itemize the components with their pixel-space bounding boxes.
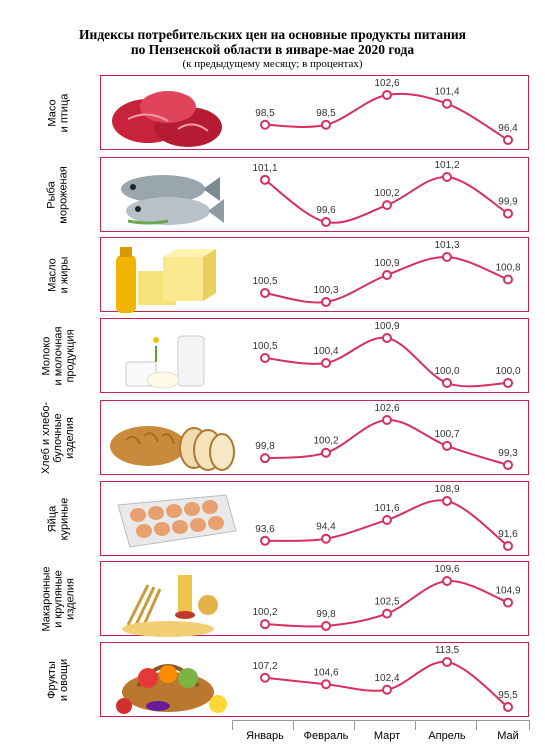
chart-title: Индексы потребительских цен на основные …: [0, 27, 545, 57]
category-panel: [100, 561, 529, 636]
category-label-text: Молоко и молочная продукция: [40, 326, 76, 385]
category-label: Молоко и молочная продукция: [16, 318, 100, 393]
chart-subtitle: (к предыдущему месяцу; в процентах): [182, 58, 363, 70]
category-label-text: Хлеб и хлебо- булочные изделия: [40, 401, 76, 474]
category-panel: [100, 237, 529, 312]
x-axis-tick: [354, 720, 355, 730]
x-tick-label: Март: [373, 730, 401, 742]
category-label: Макаронные и крупяные изделия: [16, 561, 100, 636]
category-panel: [100, 75, 529, 150]
x-axis-tick: [476, 720, 477, 730]
category-label: Хлеб и хлебо- булочные изделия: [16, 400, 100, 475]
category-panel: [100, 481, 529, 556]
title-line-1: Индексы потребительских цен на основные …: [79, 27, 466, 42]
category-label-text: Масло и жиры: [45, 256, 70, 293]
category-label: Масло и жиры: [16, 237, 100, 312]
category-label-text: Яйца куриные: [46, 497, 70, 540]
x-tick-label: Февраль: [303, 730, 349, 742]
category-label: Яйца куриные: [16, 481, 100, 556]
x-tick-label: Апрель: [428, 730, 466, 742]
x-axis-tick: [232, 720, 233, 730]
category-label-text: Масо и птица: [45, 93, 70, 132]
x-axis-tick: [529, 720, 530, 730]
title-line-2: по Пензенской области в январе-мае 2020 …: [130, 42, 415, 57]
x-axis-tick: [415, 720, 416, 730]
x-tick-label: Май: [497, 730, 519, 742]
category-label-text: Рыба мороженая: [45, 165, 70, 224]
category-label: Рыба мороженая: [16, 157, 100, 232]
category-panel: [100, 157, 529, 232]
x-axis-line: [232, 720, 530, 721]
x-axis-tick: [293, 720, 294, 730]
category-panel: [100, 642, 529, 717]
category-label: Масо и птица: [16, 75, 100, 150]
category-label-text: Фрукты и овощи: [45, 658, 70, 701]
x-tick-label: Январь: [246, 730, 284, 742]
category-panel: [100, 318, 529, 393]
category-label: Фрукты и овощи: [16, 642, 100, 717]
category-label-text: Макаронные и крупяные изделия: [40, 566, 76, 631]
category-panel: [100, 400, 529, 475]
